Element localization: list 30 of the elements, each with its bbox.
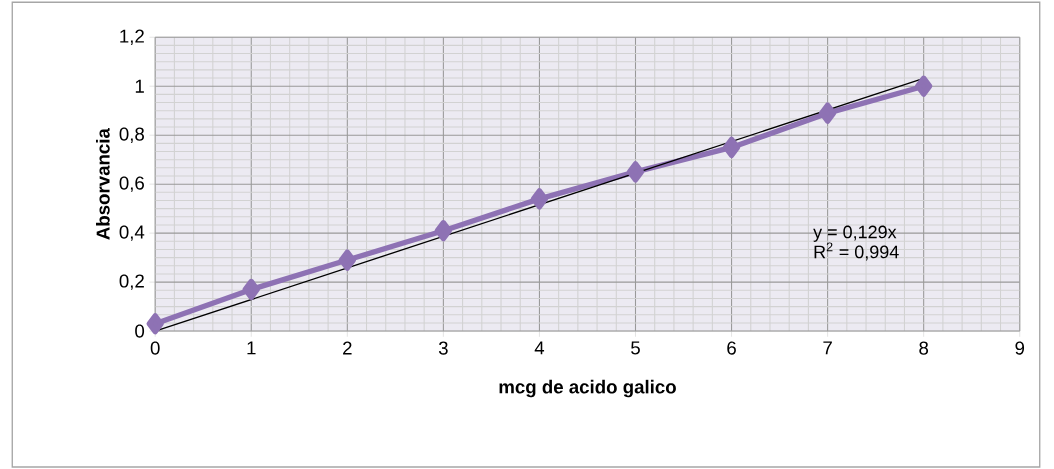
- x-tick-label: 3: [438, 341, 448, 355]
- y-axis-title: Absorvancia: [96, 127, 110, 240]
- x-tick-label: 5: [631, 341, 640, 355]
- annotation: R$^{2}$ = 0,994: [814, 242, 899, 261]
- point: [722, 136, 741, 158]
- x-tick-label: 2: [343, 341, 352, 355]
- y-tick-label: 0: [135, 324, 145, 338]
- point: [434, 219, 453, 242]
- y-tick-label: 1: [135, 79, 144, 93]
- point: [242, 278, 260, 300]
- x-tick-label: 0: [150, 341, 160, 355]
- x-tick-label: 9: [1015, 341, 1025, 355]
- annotation: y = 0,129x: [813, 225, 897, 242]
- x-tick-label: 4: [534, 341, 545, 355]
- x-tick-label: 8: [919, 341, 929, 355]
- x-tick-label: 6: [727, 341, 736, 355]
- y-tick-label: 1,2: [120, 29, 144, 45]
- x-axis-title: mcg de acido galico: [499, 379, 676, 398]
- y-tick-label: 0,8: [119, 127, 144, 143]
- point: [818, 102, 837, 124]
- point: [530, 188, 549, 210]
- x-tick-label: 1: [247, 341, 256, 355]
- point: [146, 312, 164, 335]
- point: [338, 249, 356, 271]
- y-tick-label: 0,2: [119, 274, 144, 290]
- point: [915, 75, 933, 97]
- x-tick-label: 7: [823, 341, 832, 355]
- point: [626, 161, 645, 183]
- y-tick-label: 0,6: [119, 176, 144, 192]
- y-tick-label: 0,4: [119, 225, 145, 241]
